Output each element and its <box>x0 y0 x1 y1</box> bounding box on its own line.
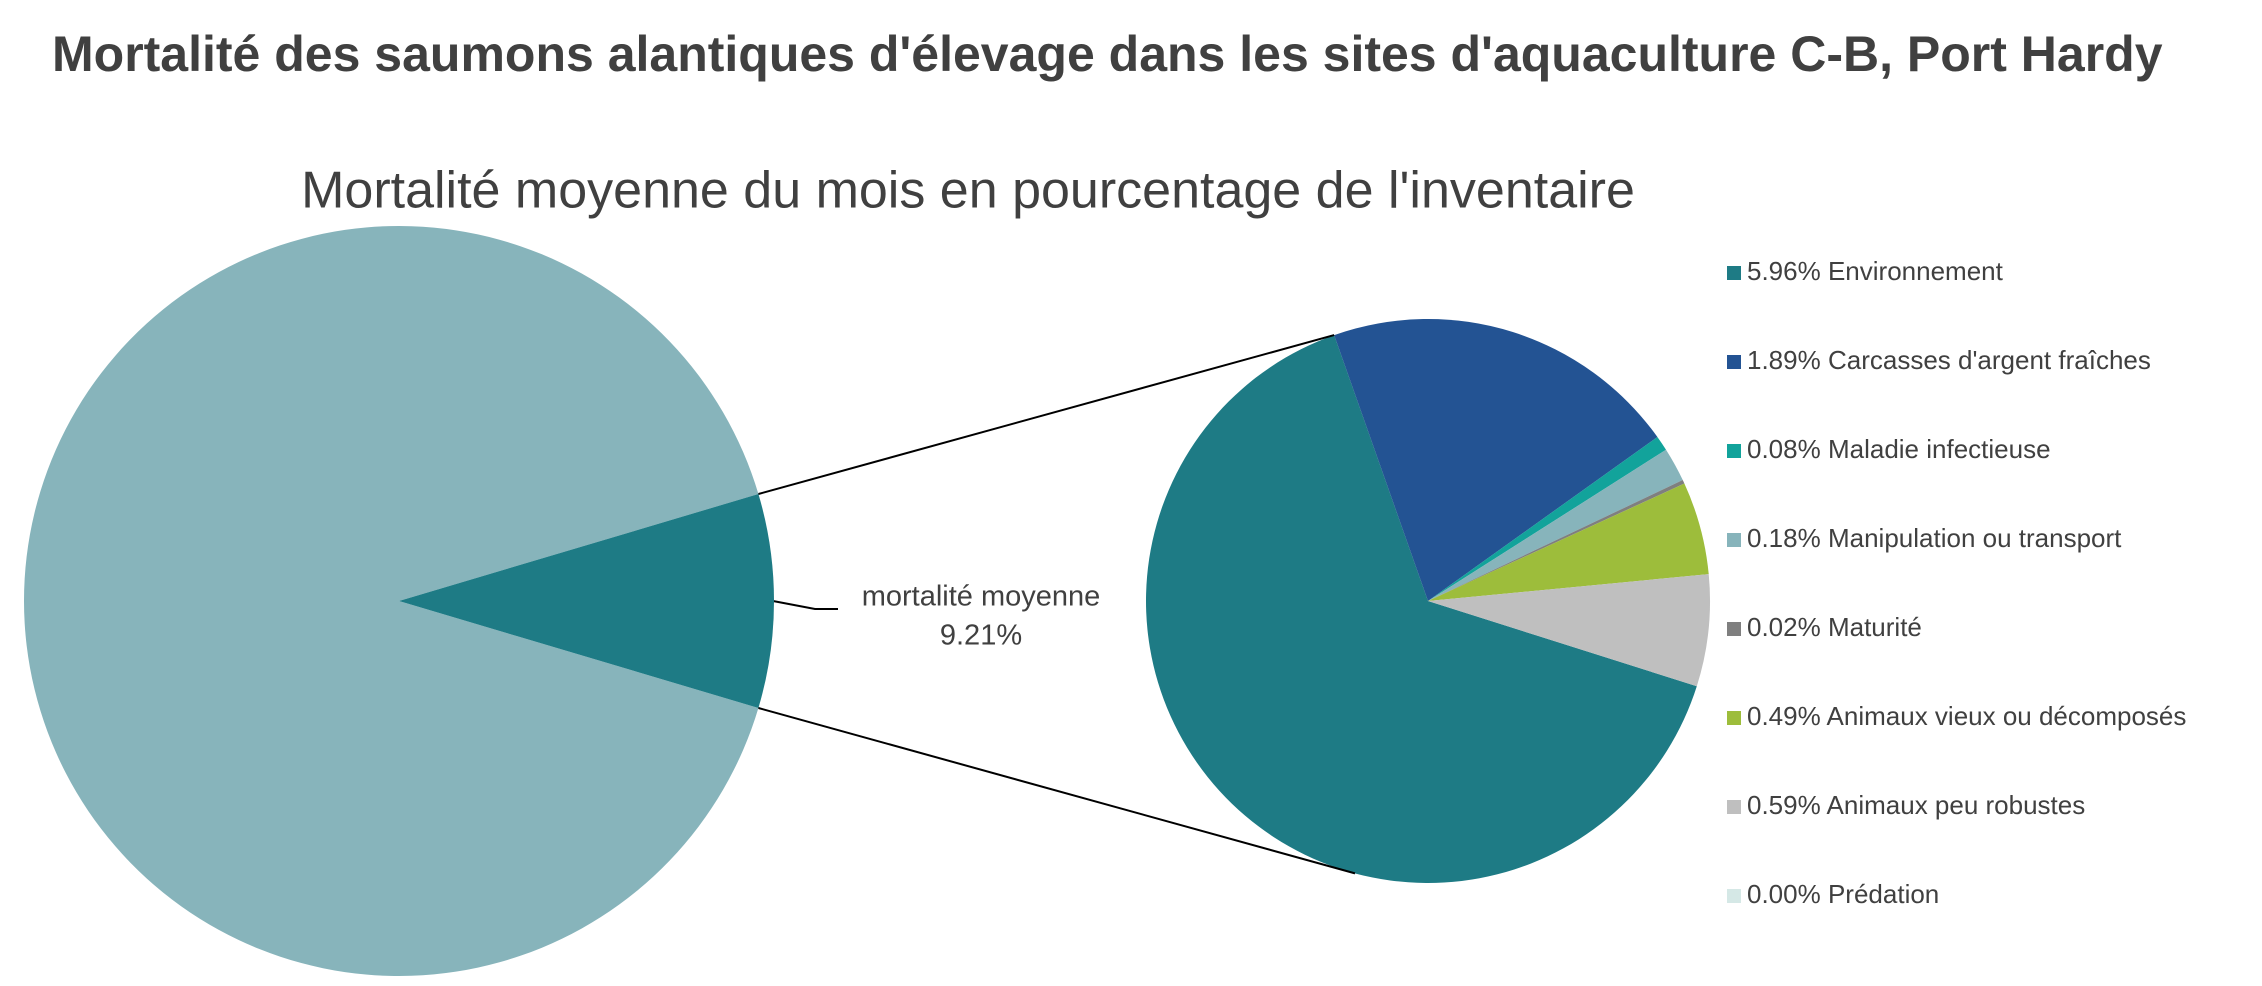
legend-label: Prédation <box>1828 879 1939 909</box>
legend-value: 1.89% <box>1747 345 1821 375</box>
pie-slice <box>1428 483 1709 601</box>
chart-subtitle: Mortalité moyenne du mois en pourcentage… <box>301 162 1635 220</box>
legend-label: Manipulation ou transport <box>1828 523 2122 553</box>
legend-label: Animaux peu robustes <box>1827 790 2086 820</box>
legend-swatch <box>1727 533 1741 547</box>
legend-swatch <box>1727 622 1741 636</box>
legend-entry: 0.18% Manipulation ou transport <box>1747 523 2122 553</box>
chart-title: Mortalité des saumons alantiques d'éleva… <box>52 26 2163 82</box>
legend-swatch <box>1727 889 1741 903</box>
pie-slice <box>1145 335 1697 884</box>
legend-value: 0.18% <box>1747 523 1821 553</box>
legend-swatch <box>1727 266 1741 280</box>
legend-entry: 0.02% Maturité <box>1747 612 1922 642</box>
legend-value: 5.96% <box>1747 256 1821 286</box>
legend-value: 0.49% <box>1747 701 1821 731</box>
legend-label: Environnement <box>1828 256 2004 286</box>
legend-value: 0.00% <box>1747 879 1821 909</box>
legend-label: Animaux vieux ou décomposés <box>1827 701 2187 731</box>
connector-line <box>758 334 1335 495</box>
pie-slice <box>1428 480 1685 601</box>
pie-slice <box>1428 437 1667 601</box>
legend-value: 0.59% <box>1747 790 1821 820</box>
pie-slice <box>1428 449 1683 601</box>
pie-slice <box>399 494 774 708</box>
legend-label: Carcasses d'argent fraîches <box>1828 345 2151 375</box>
legend-swatch <box>1727 800 1741 814</box>
pie-slice <box>1334 319 1658 601</box>
legend-entry: 0.59% Animaux peu robustes <box>1747 790 2085 820</box>
legend-label: Maturité <box>1828 612 1922 642</box>
legend-entry: 1.89% Carcasses d'argent fraîches <box>1747 345 2151 375</box>
legend-swatch <box>1727 711 1741 725</box>
legend-value: 0.02% <box>1747 612 1821 642</box>
data-label: 9.21% <box>940 620 1022 652</box>
legend-entry: 0.49% Animaux vieux ou décomposés <box>1747 701 2186 731</box>
pie-slice <box>23 226 759 976</box>
pie-slice <box>1428 574 1710 687</box>
legend-entry: 5.96% Environnement <box>1747 256 2004 286</box>
legend-value: 0.08% <box>1747 434 1821 464</box>
leader-line <box>772 600 838 610</box>
legend-swatch <box>1727 444 1741 458</box>
legend-entry: 0.00% Prédation <box>1747 879 1939 909</box>
legend-label: Maladie infectieuse <box>1828 434 2051 464</box>
legend-swatch <box>1727 355 1741 369</box>
connector-line <box>758 707 1356 875</box>
data-label: mortalité moyenne <box>862 581 1101 613</box>
legend-entry: 0.08% Maladie infectieuse <box>1747 434 2051 464</box>
